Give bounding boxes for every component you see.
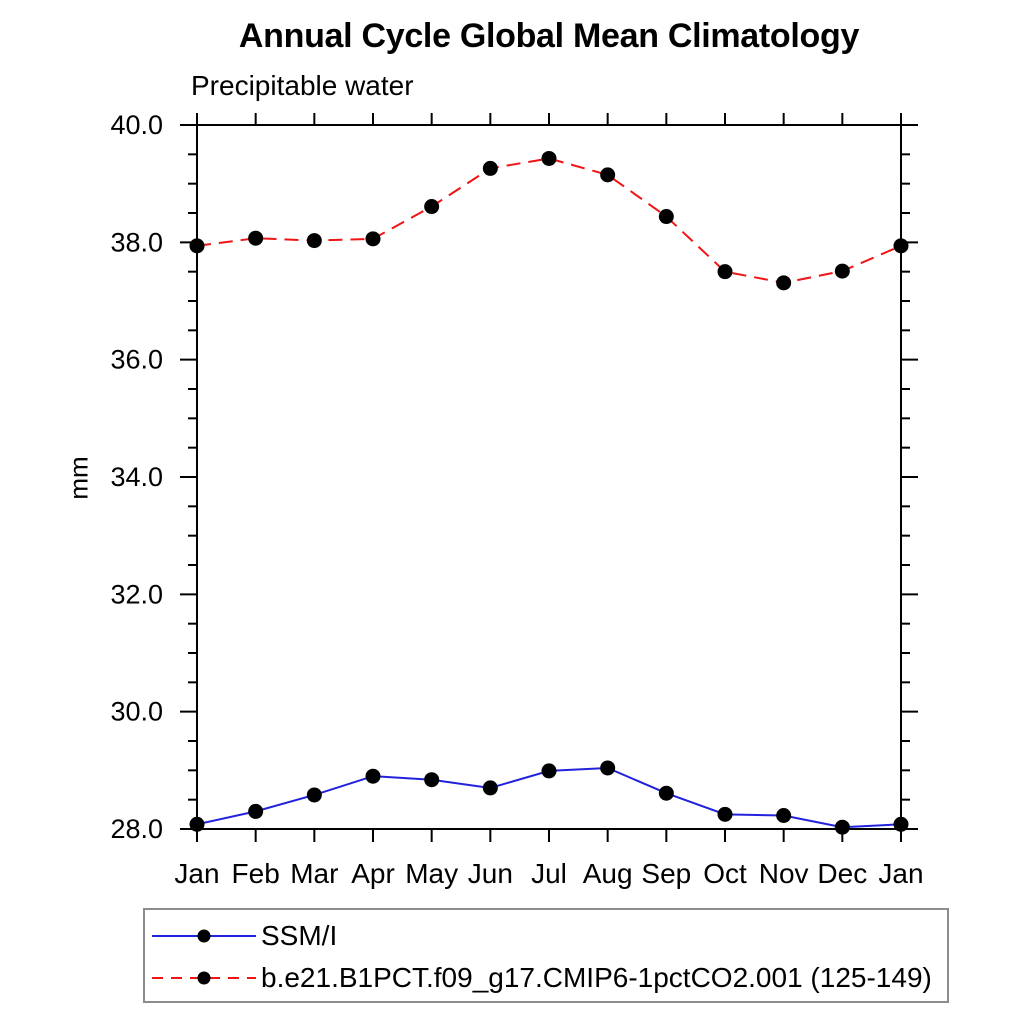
data-point-marker <box>834 263 850 279</box>
y-axis-tick-label: 40.0 <box>110 110 163 140</box>
data-point-marker <box>600 167 616 183</box>
plot-border <box>196 124 902 830</box>
x-axis-tick-label: Dec <box>817 858 867 889</box>
x-axis-tick-label: Aug <box>583 858 633 889</box>
data-point-marker <box>776 275 792 291</box>
x-axis-tick-label: Feb <box>232 858 280 889</box>
chart-title: Annual Cycle Global Mean Climatology <box>238 17 860 55</box>
data-point-marker <box>834 819 850 835</box>
x-axis-tick-label: Oct <box>703 858 747 889</box>
data-point-marker <box>306 787 322 803</box>
x-axis-tick-label: May <box>405 858 458 889</box>
data-point-marker <box>189 238 205 254</box>
data-point-marker <box>600 760 616 776</box>
chart-subtitle: Precipitable water <box>191 70 414 101</box>
y-axis-tick-label: 34.0 <box>110 462 163 492</box>
x-axis-tick-label: Apr <box>351 858 395 889</box>
data-point-marker <box>541 150 557 166</box>
x-axis-tick-label: Nov <box>759 858 809 889</box>
data-point-marker <box>658 209 674 225</box>
y-axis-tick-label: 38.0 <box>110 227 163 257</box>
x-axis-tick-label: Mar <box>290 858 338 889</box>
data-point-marker <box>776 808 792 824</box>
data-point-marker <box>482 780 498 796</box>
legend-line-sample <box>152 929 256 943</box>
data-point-marker <box>365 231 381 247</box>
legend-marker-icon <box>197 929 211 943</box>
y-axis-tick-label: 28.0 <box>110 814 163 844</box>
legend: SSM/I b.e21.B1PCT.f09_g17.CMIP6-1pctCO2.0… <box>143 908 949 1003</box>
data-point-marker <box>248 230 264 246</box>
y-axis-tick-label: 36.0 <box>110 345 163 375</box>
x-axis-tick-label: Jan <box>878 858 923 889</box>
legend-entry-0: SSM/I <box>152 922 337 950</box>
legend-entry-label: SSM/I <box>261 920 338 951</box>
data-point-marker <box>893 816 909 832</box>
data-point-marker <box>424 199 440 215</box>
y-axis-tick-label: 32.0 <box>110 579 163 609</box>
x-axis-tick-label: Jan <box>174 858 219 889</box>
legend-entry-label: b.e21.B1PCT.f09_g17.CMIP6-1pctCO2.001 (1… <box>261 962 932 993</box>
data-point-marker <box>306 233 322 249</box>
data-point-marker <box>541 763 557 779</box>
data-point-marker <box>424 772 440 788</box>
legend-entry-1: b.e21.B1PCT.f09_g17.CMIP6-1pctCO2.001 (1… <box>152 964 932 992</box>
data-point-marker <box>482 160 498 176</box>
data-point-marker <box>717 264 733 280</box>
data-point-marker <box>893 238 909 254</box>
data-point-marker <box>248 803 264 819</box>
x-axis-tick-label: Jul <box>531 858 567 889</box>
data-point-marker <box>658 785 674 801</box>
data-point-marker <box>189 816 205 832</box>
data-point-marker <box>717 806 733 822</box>
legend-marker-icon <box>197 971 211 985</box>
legend-line-sample <box>152 971 256 985</box>
x-axis-tick-label: Jun <box>468 858 513 889</box>
x-axis-tick-label: Sep <box>641 858 691 889</box>
data-point-marker <box>365 768 381 784</box>
series-line-1 <box>196 157 902 284</box>
y-axis-tick-label: 30.0 <box>110 697 163 727</box>
